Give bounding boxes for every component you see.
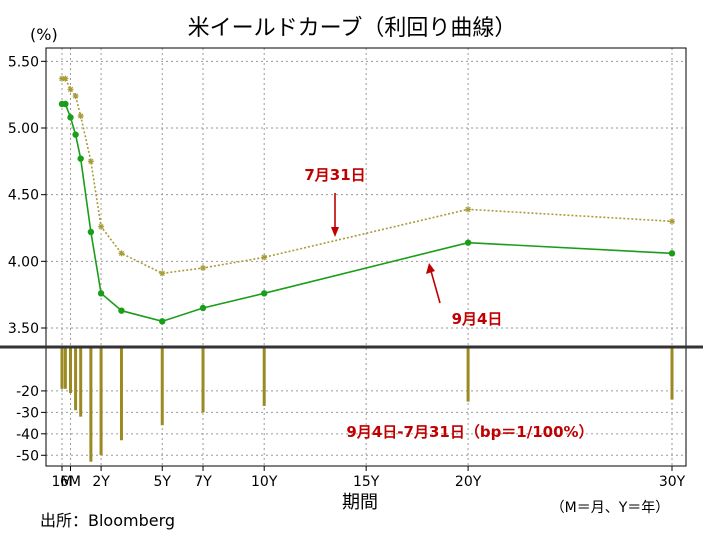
star-stroke [465,206,471,212]
annotation-jul31: 7月31日 [304,166,365,184]
x-tick-label: 30Y [659,474,686,490]
difference-bar [63,348,67,389]
point-jul31 [118,250,125,257]
star-stroke [62,76,69,82]
difference-bars [60,348,674,462]
point-jul31 [72,93,79,99]
series-line-jul31 [62,77,673,275]
x-tick-label: 1M [52,474,73,490]
y-tick-label-lower: -50 [16,448,39,464]
star-stroke [98,224,104,230]
point-sep4 [159,318,166,325]
y-tick-label-upper: 4.00 [8,254,39,270]
difference-bar [79,348,83,417]
point-sep4 [97,290,105,297]
point-jul31 [261,254,268,261]
y-tick-label-lower: -30 [16,405,39,421]
difference-bar [160,348,164,426]
point-jul31 [159,270,166,277]
source-note: 出所：Bloomberg [40,511,175,530]
point-sep4 [77,155,84,162]
star-stroke [78,113,84,119]
star-stroke [159,270,165,276]
star-stroke [67,86,74,92]
annotation-jul31-arrowhead [331,227,339,237]
y-tick-label-lower: -40 [16,427,39,443]
point-jul31 [87,158,94,165]
x-axis-note: （M＝月、Y＝年） [551,500,670,516]
x-tick-label: 20Y [455,474,482,490]
point-sep4 [668,250,676,257]
difference-bar [262,348,266,406]
annotation-sep4-arrow [430,270,441,304]
point-sep4 [464,239,472,246]
annotation-sep4-arrowhead [426,263,435,274]
difference-bar [99,348,103,456]
point-sep4 [199,304,207,312]
star-stroke [200,265,206,271]
x-tick-label: 6M [60,474,81,490]
difference-bar [68,348,72,394]
chart-title: 米イールドカーブ（利回り曲線） [188,16,517,41]
x-tick-label: 5Y [154,474,172,490]
star-stroke [72,93,79,99]
y-axis-unit: (%) [30,25,58,44]
x-tick-label: 7Y [194,474,212,490]
point-sep4 [72,131,79,138]
point-sep4 [87,228,95,236]
grid [46,48,686,466]
point-sep4 [118,307,125,314]
y-tick-label-upper: 4.50 [8,188,39,204]
y-tick-label-upper: 5.50 [8,54,39,70]
annotation-sep4: 9月4日 [452,310,503,328]
star-stroke [669,218,675,224]
point-sep4 [67,114,74,121]
point-jul31 [669,218,675,225]
x-tick-label: 10Y [251,474,278,490]
star-stroke [261,254,267,260]
point-jul31 [98,223,105,230]
difference-bar [60,348,64,389]
yield-lines [58,75,676,325]
difference-bar [466,348,470,402]
y-tick-label-upper: 5.00 [8,121,39,137]
point-jul31 [465,206,472,213]
difference-bar [74,348,78,411]
difference-bar [201,348,205,413]
point-jul31 [67,86,74,93]
x-axis-title: 期間 [342,492,378,513]
x-tick-label: 15Y [353,474,380,490]
difference-bar [119,348,123,441]
difference-bar [670,348,674,400]
x-tick-label: 2Y [92,474,110,490]
point-jul31 [77,113,84,119]
y-tick-label-upper: 3.50 [8,321,39,337]
lower-panel-title: 9月4日-7月31日（bp＝1/100%） [346,423,593,441]
point-jul31 [62,75,69,82]
point-sep4 [62,100,69,108]
star-stroke [118,250,125,256]
star-stroke [88,158,94,164]
difference-bar [89,348,93,462]
y-tick-label-lower: -20 [16,384,39,400]
point-jul31 [200,265,207,271]
point-sep4 [261,290,268,297]
series-line-sep4 [62,103,673,323]
